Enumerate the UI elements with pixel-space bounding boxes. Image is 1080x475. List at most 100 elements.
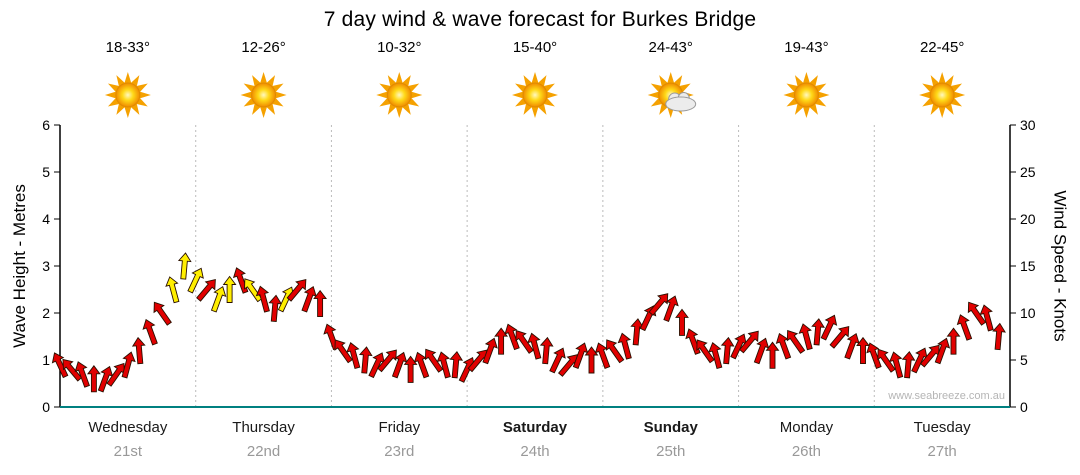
day-date-label: 26th (792, 443, 821, 460)
sun-ray (650, 98, 663, 107)
wind-arrow (346, 342, 361, 370)
wind-arrow (648, 293, 669, 316)
y-right-tick-label: 25 (1020, 164, 1036, 180)
sun-ray (659, 75, 668, 87)
wind-arrow (255, 285, 270, 313)
sun-ray (387, 103, 397, 115)
sun-ray (938, 107, 946, 118)
day-name-label: Thursday (232, 419, 295, 436)
wind-arrow (946, 327, 961, 355)
temp-range-label: 24-43° (649, 39, 693, 56)
day-name-label: Saturday (503, 419, 568, 436)
wind-arrow (377, 349, 397, 373)
sun-ray (266, 75, 276, 87)
wind-arrow (210, 285, 227, 313)
wind-arrow (504, 323, 520, 351)
sun-ray (667, 72, 675, 83)
sun-ray (107, 98, 120, 107)
sun-ray (376, 91, 388, 99)
wind-arrow (436, 351, 451, 379)
wind-arrow (696, 339, 715, 364)
day-date-label: 24th (520, 443, 549, 460)
wind-arrow (165, 276, 180, 304)
y-left-tick-label: 2 (42, 305, 50, 321)
sun-icon (783, 72, 830, 118)
sun-ray (379, 83, 391, 92)
sun-ray (945, 75, 954, 87)
sun-ray (922, 98, 934, 107)
cloud-icon (665, 92, 697, 112)
wind-arrow (605, 339, 625, 364)
wind-arrow (121, 351, 136, 379)
sun-ray (139, 91, 151, 99)
sun-ray (395, 107, 403, 118)
wind-arrow (424, 348, 444, 373)
sun-ray (930, 103, 940, 115)
day-name-label: Sunday (644, 419, 699, 436)
sun-ray (673, 75, 683, 87)
sun-ray (515, 83, 527, 92)
sun-ray (650, 83, 663, 92)
sun-ray (950, 83, 963, 92)
day-date-label: 23rd (384, 443, 414, 460)
wind-arrow (539, 336, 554, 365)
sun-ray (538, 103, 547, 115)
wind-arrow (358, 346, 373, 374)
day-name-label: Monday (780, 419, 834, 436)
wind-arrow (494, 327, 509, 355)
sun-ray (945, 103, 954, 115)
sun-ray (252, 75, 261, 87)
sun-ray (803, 107, 810, 118)
y-right-tick-label: 10 (1020, 305, 1036, 321)
temp-range-label: 19-43° (784, 39, 828, 56)
wind-arrow (967, 301, 987, 326)
wind-arrow (934, 337, 951, 365)
sun-ray (679, 83, 691, 92)
sun-ray (818, 91, 830, 99)
sun-ray (107, 83, 120, 92)
wind-arrow (527, 332, 542, 360)
sun-ray (523, 103, 532, 115)
sun-ray (275, 91, 287, 99)
wind-arrow (142, 318, 158, 346)
sun-ray (387, 75, 397, 87)
wind-arrow (901, 351, 916, 379)
sun-ray (407, 98, 420, 107)
wind-arrow (889, 351, 904, 379)
sun-ray (647, 91, 659, 99)
sun-ray (538, 75, 547, 87)
wind-arrow (449, 351, 464, 379)
wind-arrow (630, 318, 645, 346)
sun-ray (272, 98, 284, 107)
sun-cloud-icon (647, 72, 697, 118)
sun-ray (794, 75, 804, 87)
y-left-tick-label: 1 (42, 352, 50, 368)
wind-arrow (811, 318, 825, 346)
sun-ray (815, 83, 827, 92)
y-left-tick-label: 3 (42, 258, 50, 274)
sun-ray (786, 83, 798, 92)
wind-arrow (798, 323, 813, 351)
wind-arrow (313, 289, 328, 318)
sun-icon (104, 72, 151, 118)
sun-ray (547, 91, 558, 99)
day-name-label: Friday (378, 419, 420, 436)
wind-arrow (786, 329, 806, 354)
sun-ray (815, 98, 827, 107)
sun-ray (809, 75, 818, 87)
wind-arrow (153, 301, 172, 326)
sun-ray (395, 72, 403, 83)
y-right-tick-label: 5 (1020, 352, 1028, 368)
wind-arrow (244, 278, 263, 303)
wind-arrow (196, 278, 216, 302)
sun-icon (512, 72, 558, 118)
day-name-label: Wednesday (88, 419, 167, 436)
sun-ray (954, 91, 966, 99)
sun-ray (794, 103, 804, 115)
wind-arrow (675, 308, 689, 336)
y-right-tick-label: 15 (1020, 258, 1036, 274)
sun-ray (809, 103, 818, 115)
wind-arrow (222, 275, 237, 303)
